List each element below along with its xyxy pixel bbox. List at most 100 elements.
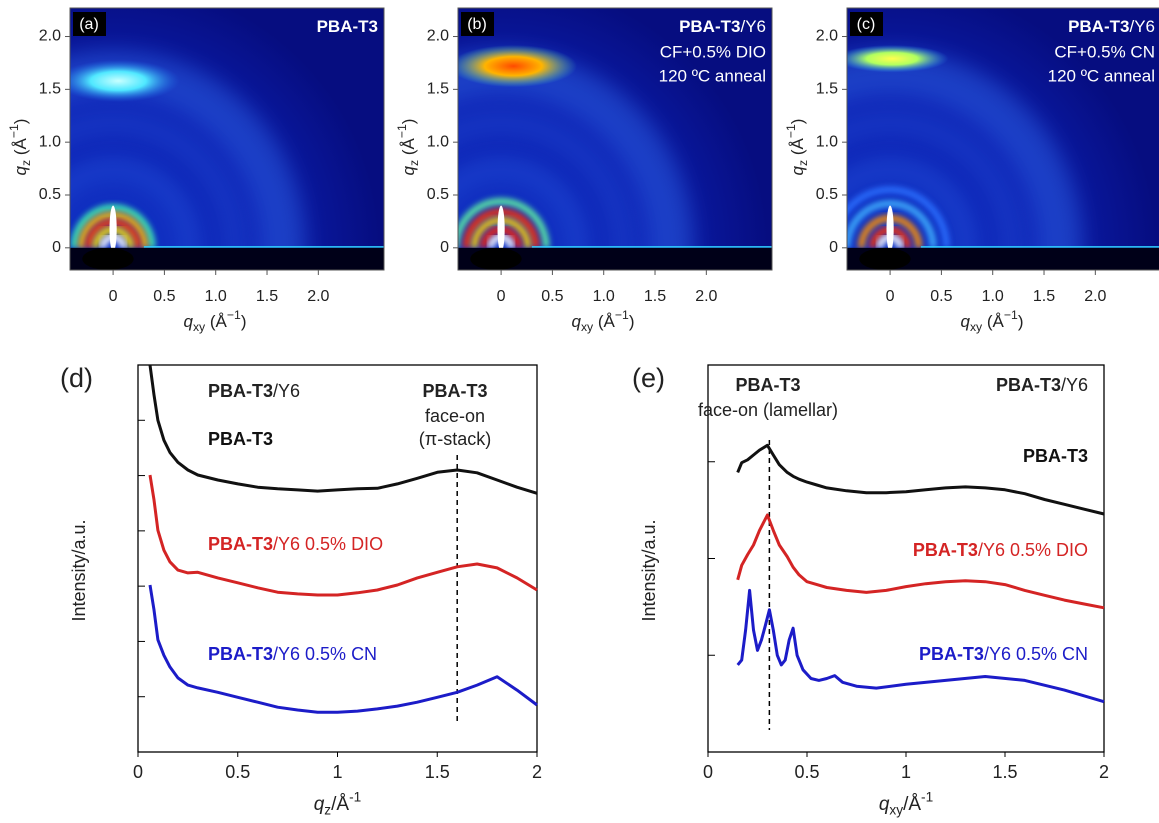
x-tick-label: 0.5	[541, 288, 563, 305]
panel-note: CF+0.5% DIO	[660, 42, 766, 61]
x-tick-label: 0.5	[225, 762, 250, 782]
series-label: PBA-T3	[1023, 446, 1088, 466]
annotation: PBA-T3/Y6	[996, 375, 1088, 395]
y-tick-label: 1.0	[427, 133, 449, 150]
beamstop	[82, 247, 134, 270]
x-tick-label: 0	[109, 288, 118, 305]
axis-label-part: )	[241, 312, 247, 331]
panel-title: PBA-T3	[317, 17, 378, 36]
y-tick-label: 1.5	[39, 81, 61, 98]
x-tick-label: 2	[1099, 762, 1109, 782]
axis-label: qz (Å−1)	[7, 119, 33, 176]
y-tick-label: 2.0	[39, 28, 61, 45]
peak	[70, 59, 180, 103]
x-tick-label: 1.5	[425, 762, 450, 782]
x-tick-label: 2.0	[307, 288, 329, 305]
x-tick-label: 1.5	[992, 762, 1017, 782]
x-tick-label: 1.0	[982, 288, 1004, 305]
beamstop	[859, 247, 911, 270]
axis-label-part: q	[399, 165, 418, 175]
series-line	[736, 443, 1105, 516]
ring	[458, 198, 550, 248]
y-tick-label: 1.5	[816, 81, 838, 98]
y-axis-label: Intensity/a.u.	[69, 519, 89, 621]
axis-label: qxy (Å−1)	[571, 308, 634, 334]
x-tick-label: 1.5	[256, 288, 278, 305]
peak	[458, 44, 578, 88]
axis-label-part: )	[11, 119, 30, 125]
x-tick-label: 1.0	[205, 288, 227, 305]
streak	[109, 205, 117, 253]
axis-label-part: q	[183, 312, 193, 331]
axis-label-part: −1	[784, 124, 798, 138]
panel-label-box	[461, 12, 494, 36]
axis-label-part: z	[324, 802, 331, 817]
streak	[497, 205, 505, 253]
axis-label: qz (Å−1)	[395, 119, 421, 176]
series-line	[148, 364, 538, 495]
axis-label: qxy (Å−1)	[183, 308, 246, 334]
annotation: (π-stack)	[419, 429, 491, 449]
axis-label-part: -1	[349, 789, 361, 804]
series-line	[736, 513, 1105, 610]
axis-label-part: xy	[970, 320, 983, 334]
peak	[847, 44, 949, 73]
axis-label: qz/Å-1	[314, 789, 362, 817]
panel-title: PBA-T3/Y6	[679, 17, 766, 36]
series-line	[148, 584, 538, 714]
ring	[847, 186, 951, 248]
beamstop	[470, 247, 522, 270]
y-tick-label: 0	[440, 239, 449, 256]
panel-label: (d)	[60, 363, 93, 393]
x-tick-label: 0.5	[153, 288, 175, 305]
x-tick-label: 0	[886, 288, 895, 305]
panel-label: (e)	[632, 363, 665, 393]
x-tick-label: 2.0	[1084, 288, 1106, 305]
axis-label-part: xy	[193, 320, 206, 334]
x-tick-label: 2.0	[695, 288, 717, 305]
axis-label-part: −1	[227, 308, 241, 322]
x-tick-label: 1	[332, 762, 342, 782]
panel-label: (b)	[467, 16, 487, 33]
x-tick-label: 1.5	[644, 288, 666, 305]
annotation: PBA-T3	[422, 381, 487, 401]
axis-label-part: )	[788, 119, 807, 125]
y-tick-label: 0.5	[816, 186, 838, 203]
panel-label-box	[850, 12, 883, 36]
panel-label: (c)	[857, 16, 876, 33]
axis-label-part: q	[571, 312, 581, 331]
y-tick-label: 0.5	[39, 186, 61, 203]
axis-label-part: (Å	[982, 312, 1004, 331]
y-tick-label: 1.0	[39, 133, 61, 150]
axis-label-part: −1	[615, 308, 629, 322]
annotation: PBA-T3/Y6	[208, 381, 300, 401]
axis-label-part: -1	[921, 789, 933, 804]
series-line	[148, 474, 538, 597]
image	[458, 8, 772, 270]
axis-label-part: z	[796, 160, 810, 166]
axis-label-part: )	[629, 312, 635, 331]
image	[847, 8, 1159, 270]
axis-label-part: q	[960, 312, 970, 331]
frame	[457, 7, 773, 271]
shadow	[70, 247, 384, 270]
axis-label-part: /Å	[903, 794, 921, 815]
axis-label-part: xy	[889, 802, 903, 817]
y-tick-label: 0.5	[427, 186, 449, 203]
axis-label-part: −1	[7, 124, 21, 138]
shadow	[458, 247, 772, 270]
series-line	[736, 588, 1105, 704]
axis-label-part: /Å	[331, 794, 349, 815]
frame	[69, 7, 385, 271]
axis-label-part: (Å	[11, 137, 30, 159]
panel-title: PBA-T3/Y6	[1068, 17, 1155, 36]
x-tick-label: 0	[133, 762, 143, 782]
axis-label: qxy/Å-1	[879, 789, 933, 817]
axis-label-part: −1	[395, 124, 409, 138]
x-tick-label: 0	[497, 288, 506, 305]
x-tick-label: 0.5	[794, 762, 819, 782]
series-label: PBA-T3/Y6 0.5% DIO	[208, 534, 383, 554]
panel-label-box	[73, 12, 106, 36]
